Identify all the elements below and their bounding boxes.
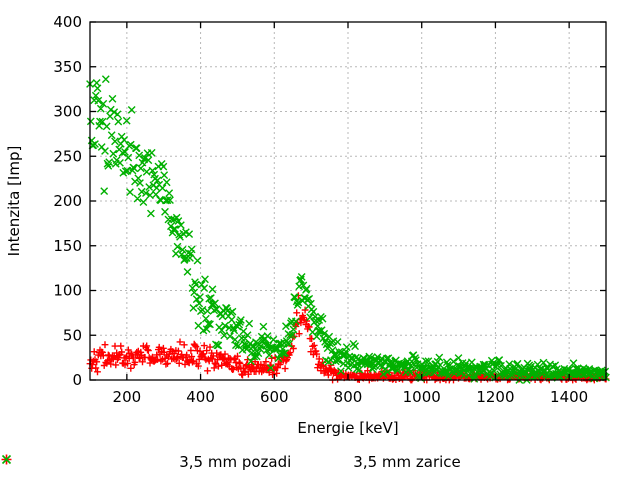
x-tick-label: 400 <box>186 388 215 406</box>
x-tick-label: 1000 <box>403 388 441 406</box>
y-tick-label: 200 <box>53 192 82 210</box>
legend-item-pozadi: 3,5 mm pozadi <box>1 453 292 471</box>
y-axis-title: Intenzita [Imp] <box>5 145 23 257</box>
y-tick-label: 350 <box>53 58 82 76</box>
x-tick-label: 200 <box>113 388 142 406</box>
legend-item-zarice: 3,5 mm zarice <box>1 453 461 471</box>
y-tick-label: 50 <box>63 326 82 344</box>
y-tick-label: 400 <box>53 13 82 31</box>
y-tick-label: 0 <box>72 371 82 389</box>
cross-marker-icon <box>1 454 12 465</box>
y-tick-label: 100 <box>53 282 82 300</box>
x-tick-label: 1200 <box>476 388 514 406</box>
x-tick-label: 600 <box>260 388 289 406</box>
legend: 3,5 mm pozadi 3,5 mm zarice <box>0 453 640 471</box>
legend-label-pozadi: 3,5 mm pozadi <box>179 453 292 471</box>
legend-label-zarice: 3,5 mm zarice <box>353 453 461 471</box>
y-tick-label: 250 <box>53 147 82 165</box>
x-tick-label: 1400 <box>550 388 588 406</box>
y-tick-label: 150 <box>53 237 82 255</box>
x-tick-label: 800 <box>334 388 363 406</box>
x-axis-title: Energie [keV] <box>297 419 399 437</box>
y-tick-label: 300 <box>53 103 82 121</box>
